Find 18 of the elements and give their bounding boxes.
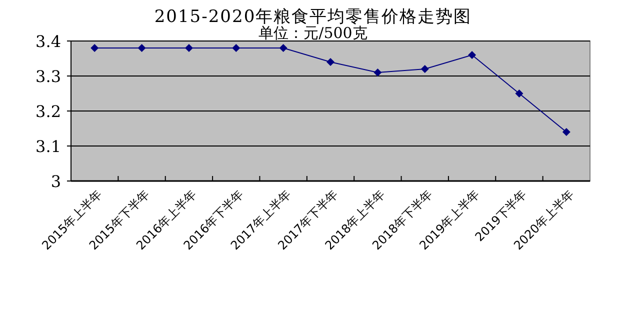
- point: [90, 44, 99, 52]
- point: [326, 58, 334, 66]
- point: [184, 44, 193, 52]
- point: [232, 44, 240, 52]
- point: [562, 128, 570, 136]
- chart-subtitle: 单位：元/500克: [258, 24, 368, 42]
- point: [420, 65, 429, 73]
- y-tick-label: 3.3: [36, 67, 61, 86]
- y-tick-label: 3.2: [36, 102, 61, 121]
- point: [138, 44, 146, 52]
- chart-title: 2015-2020年粮食平均零售价格走势图: [154, 7, 472, 27]
- y-tick-label: 3.1: [36, 137, 61, 156]
- point: [279, 44, 288, 52]
- point: [374, 68, 382, 76]
- point: [515, 90, 524, 98]
- point: [468, 51, 476, 59]
- y-tick-label: 3: [50, 172, 61, 191]
- y-tick-label: 3.4: [36, 32, 61, 51]
